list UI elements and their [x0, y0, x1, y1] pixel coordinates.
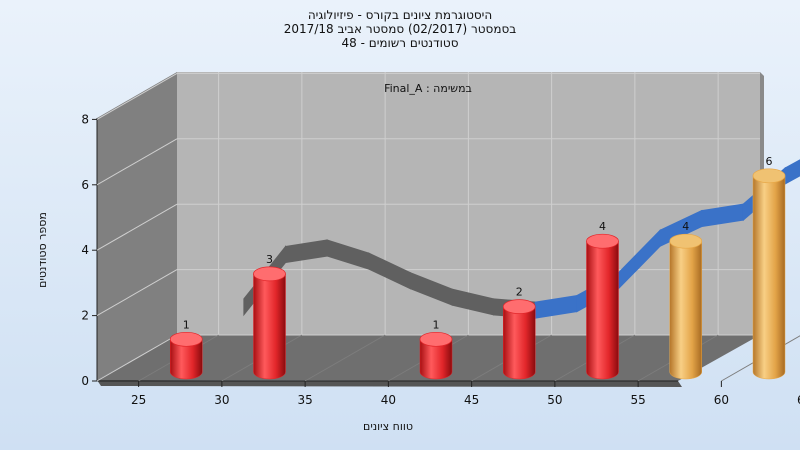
bar-cap: [669, 233, 703, 249]
x-tick-label: 55: [630, 393, 645, 407]
curve-segment: [784, 159, 800, 185]
histogram-bar: [752, 168, 786, 380]
chart-subtitle: במשימה : Final_A: [384, 82, 472, 95]
bar-cap: [253, 266, 286, 282]
bar-cap: [419, 331, 453, 347]
histogram-bar: [419, 331, 453, 380]
bar-value-label: 4: [599, 220, 606, 233]
bar-value-label: 1: [433, 318, 440, 331]
x-tick-label: 40: [381, 393, 396, 407]
x-axis-label: טווח ציונים: [363, 420, 413, 433]
labels-layer: 131244666423: [183, 155, 773, 331]
bar-body: [419, 339, 453, 380]
y-axis-label: מספר סטודנטים: [36, 212, 49, 288]
x-tick-label: 45: [464, 393, 479, 407]
bar-cap: [586, 233, 619, 249]
y-tick-label: 0: [81, 374, 89, 388]
bar-cap: [169, 331, 203, 347]
histogram-bar: [169, 331, 203, 380]
x-tick-label: 65: [797, 393, 800, 407]
grid-line-wall: [96, 72, 178, 120]
bar-body: [503, 306, 536, 380]
x-tick-label: 50: [547, 393, 562, 407]
y-tick-label: 4: [81, 243, 89, 257]
bar-value-label: 2: [516, 286, 523, 299]
bar-body: [170, 339, 203, 380]
y-tick-label: 2: [81, 309, 89, 323]
chart-title-line-2: בסמסטר (02/2017) סמסטר אביב 2017/18: [283, 22, 517, 36]
grid-line-wall: [96, 138, 178, 186]
chart-title-line-3: סטודנטים רשומים - 48: [341, 36, 459, 50]
histogram-bar: [502, 299, 536, 380]
bar-value-label: 6: [766, 155, 773, 168]
bar-cap: [752, 168, 786, 184]
bar-value-label: 4: [682, 220, 689, 233]
x-tick-label: 25: [131, 393, 146, 407]
bar-body: [253, 273, 286, 380]
grid-line-wall: [96, 269, 178, 317]
bars-layer: [169, 168, 786, 380]
y-tick-label: 6: [81, 178, 89, 192]
bar-value-label: 1: [183, 318, 190, 331]
x-tick-label: 35: [297, 393, 312, 407]
y-tick-label: 8: [81, 112, 89, 126]
x-tick-label: 60: [714, 393, 729, 407]
grid-line-wall: [96, 334, 178, 382]
histogram-bar: [253, 266, 286, 380]
bar-body: [752, 175, 786, 380]
bar-body: [669, 240, 702, 380]
axis-layer: 0246825303540455055606570758085: [81, 112, 800, 407]
grid-line-floor: [304, 334, 386, 382]
bar-cap: [502, 299, 536, 314]
x-tick-label: 30: [214, 393, 229, 407]
bar-body: [586, 240, 619, 380]
histogram-bar: [586, 233, 619, 380]
chart-title-line-1: היסטוגרמת ציונים בקורס - פיזיולוגיה: [307, 8, 493, 22]
grid-line-wall: [96, 203, 178, 251]
chart-floor-edge: [97, 380, 682, 387]
histogram-bar: [669, 233, 703, 380]
bar-value-label: 3: [266, 253, 273, 266]
chart-left-wall: [97, 72, 177, 380]
